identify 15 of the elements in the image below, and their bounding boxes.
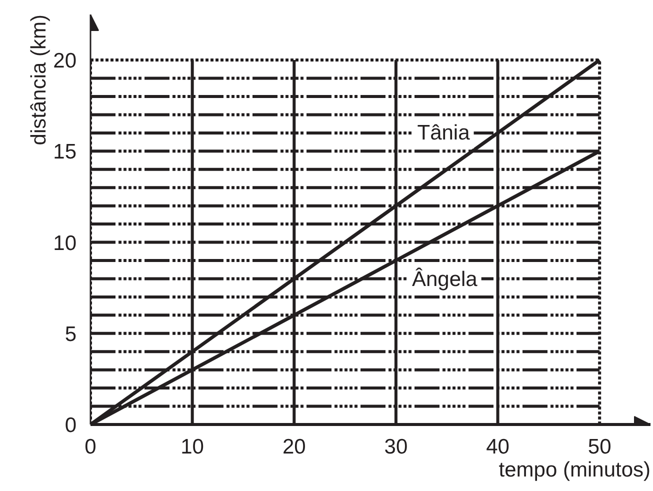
x-axis-title: tempo (minutos) [498, 458, 650, 482]
y-tick-label: 0 [64, 414, 77, 437]
y-tick-label: 5 [64, 322, 77, 346]
series-label: Tânia [417, 121, 470, 144]
x-tick-label: 50 [588, 436, 612, 458]
series-label: Ângela [412, 267, 478, 291]
x-tick-label: 40 [486, 436, 510, 458]
y-tick-label: 20 [53, 50, 76, 73]
x-tick-label: 20 [282, 436, 306, 458]
y-axis-title: distância (km) [28, 14, 50, 146]
x-tick-label: 10 [180, 436, 204, 458]
x-tick-label: 30 [384, 436, 408, 458]
x-tick-label: 0 [84, 436, 96, 458]
y-tick-label: 10 [53, 232, 76, 255]
y-tick-label: 15 [53, 140, 76, 164]
